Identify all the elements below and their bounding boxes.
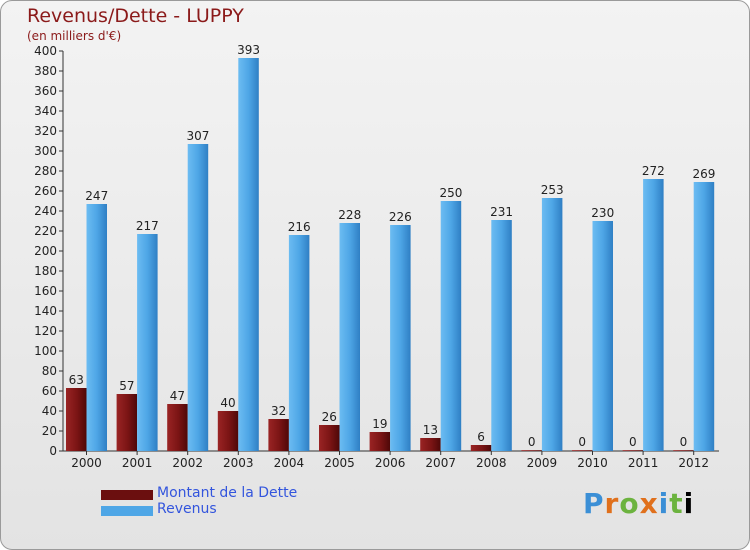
y-tick-label: 240 <box>34 204 57 218</box>
y-tick-label: 180 <box>34 264 57 278</box>
bar-revenue <box>339 223 360 451</box>
bar-revenue <box>541 198 563 451</box>
x-tick-label: 2004 <box>274 456 305 470</box>
legend-swatch-debt <box>101 490 153 500</box>
bar-debt <box>217 411 239 451</box>
data-label-debt: 0 <box>629 435 637 449</box>
data-label-debt: 6 <box>477 430 485 444</box>
bar-revenue <box>187 144 209 451</box>
y-tick-label: 260 <box>34 184 57 198</box>
data-label-debt: 19 <box>372 417 387 431</box>
data-label-debt: 32 <box>271 404 286 418</box>
bar-debt <box>470 445 492 451</box>
bar-debt <box>521 450 542 451</box>
data-label-debt: 57 <box>119 379 134 393</box>
y-tick-label: 100 <box>34 344 57 358</box>
y-tick-label: 280 <box>34 164 57 178</box>
data-label-debt: 63 <box>69 373 84 387</box>
data-label-revenue: 217 <box>136 219 159 233</box>
data-label-revenue: 216 <box>288 220 311 234</box>
data-label-debt: 0 <box>528 435 536 449</box>
legend-swatch-revenue <box>101 506 153 516</box>
y-tick-label: 160 <box>34 284 57 298</box>
bar-revenue <box>137 234 158 451</box>
data-label-revenue: 247 <box>85 189 108 203</box>
data-label-debt: 0 <box>680 435 688 449</box>
y-tick-label: 60 <box>42 384 57 398</box>
bar-debt <box>167 404 188 451</box>
data-label-revenue: 393 <box>237 43 260 57</box>
data-label-debt: 40 <box>220 396 235 410</box>
x-tick-label: 2005 <box>324 456 355 470</box>
data-label-debt: 47 <box>170 389 185 403</box>
bar-debt <box>66 388 87 451</box>
bar-debt <box>673 450 694 451</box>
x-tick-label: 2007 <box>425 456 456 470</box>
bar-revenue <box>491 220 512 451</box>
data-label-debt: 0 <box>578 435 586 449</box>
bar-revenue <box>643 179 664 451</box>
y-tick-label: 140 <box>34 304 57 318</box>
x-tick-label: 2008 <box>476 456 507 470</box>
x-tick-label: 2012 <box>678 456 709 470</box>
y-tick-label: 300 <box>34 144 57 158</box>
y-tick-label: 320 <box>34 124 57 138</box>
bars <box>66 58 715 451</box>
bar-revenue <box>440 201 462 451</box>
y-tick-label: 120 <box>34 324 57 338</box>
y-tick-label: 40 <box>42 404 57 418</box>
data-label-revenue: 253 <box>541 183 564 197</box>
bar-revenue <box>86 204 107 451</box>
bar-revenue <box>288 235 310 451</box>
chart-subtitle: (en milliers d'€) <box>27 29 122 43</box>
x-tick-label: 2009 <box>527 456 558 470</box>
y-tick-label: 80 <box>42 364 57 378</box>
y-tick-label: 200 <box>34 244 57 258</box>
y-tick-label: 380 <box>34 64 57 78</box>
x-tick-label: 2011 <box>628 456 659 470</box>
bar-debt <box>116 394 138 451</box>
x-tick-label: 2003 <box>223 456 254 470</box>
chart-title: Revenus/Dette - LUPPY <box>27 5 244 27</box>
bar-revenue <box>238 58 259 451</box>
legend-label-debt: Montant de la Dette <box>157 485 298 501</box>
y-tick-label: 20 <box>42 424 57 438</box>
value-labels: 63 247 57 217 47 307 40 393 32 216 26 228 19 226 13 250… <box>69 43 716 449</box>
bar-revenue <box>592 221 613 451</box>
bar-debt <box>622 450 644 451</box>
x-tick-label: 2002 <box>172 456 203 470</box>
data-label-revenue: 230 <box>591 206 614 220</box>
x-tick-label: 2000 <box>71 456 102 470</box>
y-tick-label: 220 <box>34 224 57 238</box>
bar-debt <box>420 438 441 451</box>
data-label-debt: 13 <box>423 423 438 437</box>
data-label-revenue: 228 <box>338 208 361 222</box>
data-label-debt: 26 <box>322 410 337 424</box>
bar-revenue <box>390 225 411 451</box>
data-label-revenue: 272 <box>642 164 665 178</box>
bar-debt <box>369 432 391 451</box>
bar-revenue <box>693 182 715 451</box>
data-label-revenue: 231 <box>490 205 513 219</box>
data-label-revenue: 307 <box>186 129 209 143</box>
x-tick-label: 2010 <box>577 456 608 470</box>
bar-debt <box>572 450 593 451</box>
x-tick-label: 2006 <box>375 456 406 470</box>
y-tick-label: 340 <box>34 104 57 118</box>
bar-debt <box>319 425 340 451</box>
x-tick-label: 2001 <box>122 456 153 470</box>
data-label-revenue: 269 <box>692 167 715 181</box>
data-label-revenue: 226 <box>389 210 412 224</box>
y-tick-label: 360 <box>34 84 57 98</box>
legend-label-revenue: Revenus <box>157 501 217 517</box>
proxiti-logo: Proxiti <box>583 487 695 520</box>
bar-debt <box>268 419 289 451</box>
y-tick-label: 400 <box>34 44 57 58</box>
y-tick-label: 0 <box>49 444 57 458</box>
data-label-revenue: 250 <box>439 186 462 200</box>
